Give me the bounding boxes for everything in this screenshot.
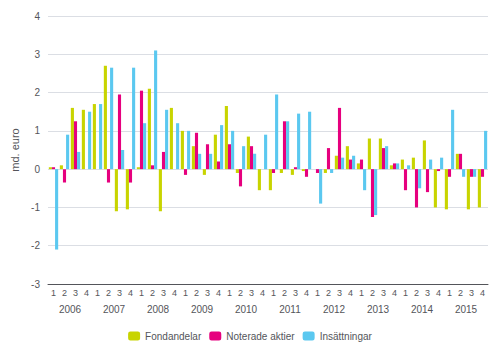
svg-text:2006: 2006 bbox=[59, 304, 82, 315]
svg-text:4: 4 bbox=[348, 288, 353, 298]
svg-text:4: 4 bbox=[128, 288, 133, 298]
svg-text:Insättningar: Insättningar bbox=[320, 331, 373, 342]
svg-text:2008: 2008 bbox=[147, 304, 170, 315]
svg-text:2010: 2010 bbox=[235, 304, 258, 315]
svg-text:2: 2 bbox=[238, 288, 243, 298]
svg-text:3: 3 bbox=[34, 49, 40, 60]
svg-text:2: 2 bbox=[282, 288, 287, 298]
svg-text:4: 4 bbox=[260, 288, 265, 298]
svg-text:3: 3 bbox=[161, 288, 166, 298]
svg-text:3: 3 bbox=[381, 288, 386, 298]
svg-text:4: 4 bbox=[84, 288, 89, 298]
svg-text:1: 1 bbox=[51, 288, 56, 298]
svg-text:-1: -1 bbox=[31, 202, 40, 213]
svg-text:2013: 2013 bbox=[367, 304, 390, 315]
svg-text:1: 1 bbox=[359, 288, 364, 298]
svg-text:1: 1 bbox=[183, 288, 188, 298]
svg-text:4: 4 bbox=[392, 288, 397, 298]
svg-text:4: 4 bbox=[172, 288, 177, 298]
svg-text:2011: 2011 bbox=[279, 304, 301, 315]
svg-text:3: 3 bbox=[117, 288, 122, 298]
svg-text:4: 4 bbox=[436, 288, 441, 298]
svg-text:4: 4 bbox=[480, 288, 485, 298]
svg-text:2012: 2012 bbox=[323, 304, 346, 315]
svg-text:3: 3 bbox=[73, 288, 78, 298]
svg-text:2: 2 bbox=[370, 288, 375, 298]
svg-text:2: 2 bbox=[414, 288, 419, 298]
svg-text:2: 2 bbox=[194, 288, 199, 298]
svg-text:-3: -3 bbox=[31, 279, 40, 290]
svg-text:2014: 2014 bbox=[411, 304, 434, 315]
svg-text:2: 2 bbox=[34, 87, 40, 98]
svg-text:1: 1 bbox=[34, 125, 40, 136]
svg-text:2015: 2015 bbox=[455, 304, 478, 315]
svg-text:2: 2 bbox=[326, 288, 331, 298]
svg-text:3: 3 bbox=[293, 288, 298, 298]
svg-text:1: 1 bbox=[447, 288, 452, 298]
svg-text:-2: -2 bbox=[31, 240, 40, 251]
svg-text:1: 1 bbox=[271, 288, 276, 298]
svg-text:2: 2 bbox=[150, 288, 155, 298]
svg-text:1: 1 bbox=[139, 288, 144, 298]
svg-text:2: 2 bbox=[106, 288, 111, 298]
svg-text:md. euro: md. euro bbox=[9, 128, 21, 171]
svg-text:0: 0 bbox=[34, 164, 40, 175]
svg-text:2007: 2007 bbox=[103, 304, 126, 315]
svg-text:3: 3 bbox=[469, 288, 474, 298]
svg-text:2: 2 bbox=[62, 288, 67, 298]
svg-text:4: 4 bbox=[34, 11, 40, 22]
svg-text:3: 3 bbox=[337, 288, 342, 298]
svg-text:3: 3 bbox=[249, 288, 254, 298]
svg-text:1: 1 bbox=[95, 288, 100, 298]
svg-text:Fondandelar: Fondandelar bbox=[145, 331, 202, 342]
svg-text:4: 4 bbox=[304, 288, 309, 298]
svg-text:3: 3 bbox=[425, 288, 430, 298]
svg-text:2: 2 bbox=[458, 288, 463, 298]
svg-text:4: 4 bbox=[216, 288, 221, 298]
svg-text:1: 1 bbox=[403, 288, 408, 298]
svg-text:3: 3 bbox=[205, 288, 210, 298]
svg-text:1: 1 bbox=[315, 288, 320, 298]
svg-text:Noterade aktier: Noterade aktier bbox=[226, 331, 295, 342]
svg-text:2009: 2009 bbox=[191, 304, 214, 315]
svg-text:1: 1 bbox=[227, 288, 232, 298]
